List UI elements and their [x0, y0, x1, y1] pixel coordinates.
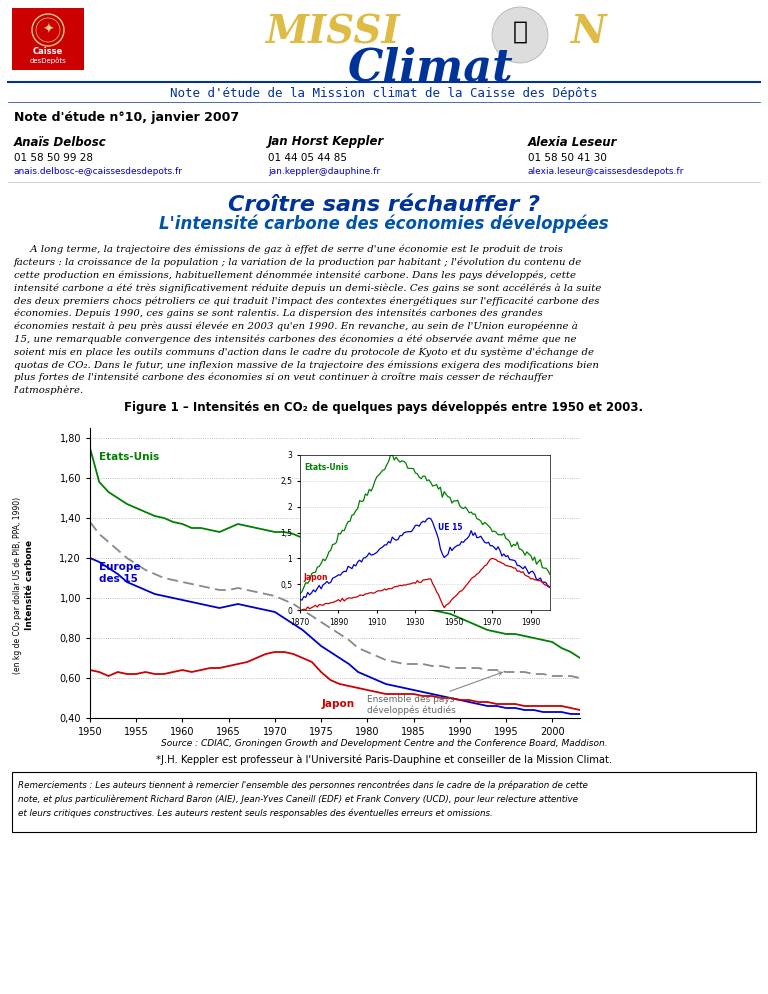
Text: cette production en émissions, habituellement dénommée intensité carbone. Dans l: cette production en émissions, habituell… — [14, 270, 576, 280]
Text: Source : CDIAC, Groningen Growth and Development Centre and the Conference Board: Source : CDIAC, Groningen Growth and Dev… — [161, 739, 607, 747]
Text: UE 15: UE 15 — [439, 523, 463, 532]
Text: Japon: Japon — [321, 700, 354, 710]
Text: Japon: Japon — [304, 573, 329, 582]
Text: anais.delbosc-e@caissesdesdepots.fr: anais.delbosc-e@caissesdesdepots.fr — [14, 168, 183, 177]
Text: Note d'étude de la Mission climat de la Caisse des Dépôts: Note d'étude de la Mission climat de la … — [170, 87, 598, 100]
Text: soient mis en place les outils communs d'action dans le cadre du protocole de Ky: soient mis en place les outils communs d… — [14, 347, 594, 357]
Text: ✦: ✦ — [42, 23, 54, 37]
Text: Note d'étude n°10, janvier 2007: Note d'étude n°10, janvier 2007 — [14, 111, 239, 124]
Text: et leurs critiques constructives. Les auteurs restent seuls responsables des éve: et leurs critiques constructives. Les au… — [18, 808, 493, 817]
Text: l'atmosphère.: l'atmosphère. — [14, 386, 84, 396]
Text: A long terme, la trajectoire des émissions de gaz à effet de serre d'une économi: A long terme, la trajectoire des émissio… — [14, 245, 563, 254]
Text: 01 58 50 99 28: 01 58 50 99 28 — [14, 153, 93, 163]
Text: Figure 1 – Intensités en CO₂ de quelques pays développés entre 1950 et 2003.: Figure 1 – Intensités en CO₂ de quelques… — [124, 402, 644, 414]
Text: 01 44 05 44 85: 01 44 05 44 85 — [268, 153, 347, 163]
Text: Climat: Climat — [347, 47, 513, 89]
Text: plus fortes de l'intensité carbone des économies si on veut continuer à croître : plus fortes de l'intensité carbone des é… — [14, 373, 552, 383]
Text: Ensemble des pays
développés étudiés: Ensemble des pays développés étudiés — [367, 672, 502, 715]
Circle shape — [492, 7, 548, 63]
Text: desDepôts: desDepôts — [30, 57, 66, 64]
Text: *J.H. Keppler est professeur à l'Université Paris-Dauphine et conseiller de la M: *J.H. Keppler est professeur à l'Univers… — [156, 754, 612, 765]
Text: Alexia Leseur: Alexia Leseur — [528, 135, 617, 148]
Text: Etats-Unis: Etats-Unis — [99, 452, 160, 462]
Text: Etats-Unis: Etats-Unis — [304, 463, 348, 472]
Text: note, et plus particulièrement Richard Baron (AIE), Jean-Yves Caneill (EDF) et F: note, et plus particulièrement Richard B… — [18, 794, 578, 803]
Text: intensité carbone a été très significativement réduite depuis un demi-siècle. Ce: intensité carbone a été très significati… — [14, 283, 601, 293]
Bar — [12, 772, 756, 832]
Text: Intensité carbone: Intensité carbone — [25, 540, 35, 630]
Text: N: N — [570, 13, 605, 51]
Text: L'intensité carbone des économies développées: L'intensité carbone des économies dévelo… — [159, 215, 609, 234]
Text: Jan Horst Keppler: Jan Horst Keppler — [268, 135, 384, 148]
Text: MISSI: MISSI — [266, 13, 400, 51]
Text: Caisse: Caisse — [33, 48, 63, 57]
Text: (en kg de CO₂ par dollar US de PIB, PPA, 1990): (en kg de CO₂ par dollar US de PIB, PPA,… — [14, 496, 22, 674]
Text: Anaïs Delbosc: Anaïs Delbosc — [14, 135, 107, 148]
Text: alexia.leseur@caissesdesdepots.fr: alexia.leseur@caissesdesdepots.fr — [528, 168, 684, 177]
Text: facteurs : la croissance de la population ; la variation de la production par ha: facteurs : la croissance de la populatio… — [14, 257, 582, 267]
Text: 🌍: 🌍 — [512, 20, 528, 44]
Text: 01 58 50 41 30: 01 58 50 41 30 — [528, 153, 607, 163]
Text: 15, une remarquable convergence des intensités carbones des économies a été obse: 15, une remarquable convergence des inte… — [14, 335, 577, 344]
Text: Croître sans réchauffer ?: Croître sans réchauffer ? — [228, 195, 540, 215]
Text: Remerciements : Les auteurs tiennent à remercier l'ensemble des personnes rencon: Remerciements : Les auteurs tiennent à r… — [18, 780, 588, 789]
Text: Europe
des 15: Europe des 15 — [99, 562, 141, 584]
Text: économies restait à peu près aussi élevée en 2003 qu'en 1990. En revanche, au se: économies restait à peu près aussi élevé… — [14, 322, 578, 331]
Text: jan.keppler@dauphine.fr: jan.keppler@dauphine.fr — [268, 168, 380, 177]
Text: des deux premiers chocs pétroliers ce qui traduit l'impact des contextes énergét: des deux premiers chocs pétroliers ce qu… — [14, 296, 600, 306]
Text: économies. Depuis 1990, ces gains se sont ralentis. La dispersion des intensités: économies. Depuis 1990, ces gains se son… — [14, 309, 543, 318]
Bar — [12, 8, 84, 70]
Text: quotas de CO₂. Dans le futur, une inflexion massive de la trajectoire des émissi: quotas de CO₂. Dans le futur, une inflex… — [14, 360, 599, 370]
